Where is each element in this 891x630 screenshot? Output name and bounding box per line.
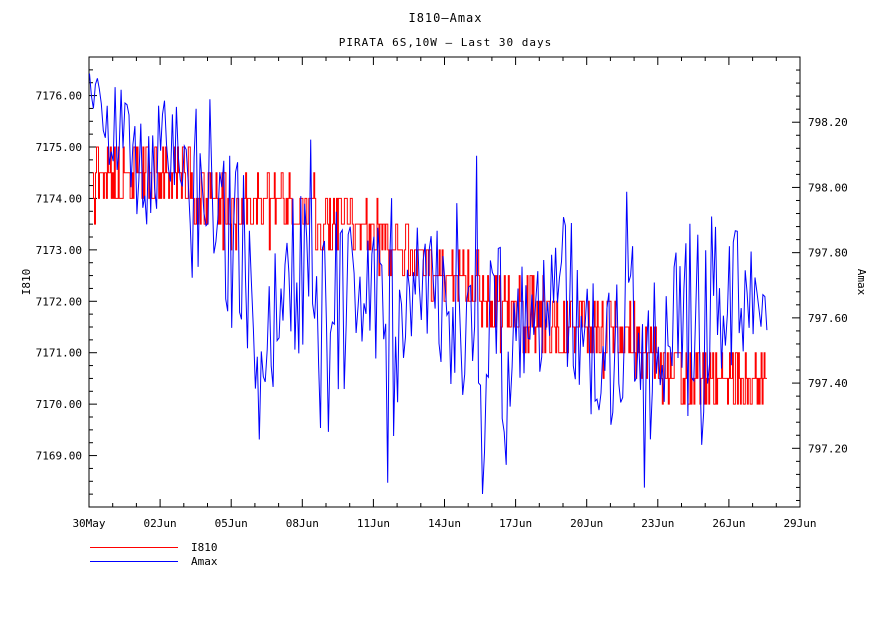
- generated-plot-elements: 30May 02Jun 05Jun 08Jun 11Jun 14Jun 17Jun 20Jun…: [36, 56, 848, 530]
- left-tick-label: 7173.00: [36, 244, 82, 257]
- series-amax: [89, 73, 768, 495]
- x-tick-label: 02Jun: [144, 517, 177, 530]
- x-tick-label: 17Jun: [499, 517, 532, 530]
- left-tick-label: 7176.00: [36, 90, 82, 103]
- right-tick-label: 797.20: [808, 442, 848, 455]
- x-tick-label: 26Jun: [712, 517, 745, 530]
- legend: I810 Amax: [90, 540, 218, 568]
- legend-item-amax: Amax: [90, 554, 218, 568]
- x-tick-label: 05Jun: [215, 517, 248, 530]
- legend-item-i810: I810: [90, 540, 218, 554]
- left-axis-title: I810: [20, 269, 33, 296]
- chart-title: I810–Amax: [408, 11, 483, 25]
- left-tick-label: 7170.00: [36, 398, 82, 411]
- x-tick-label: 08Jun: [286, 517, 319, 530]
- x-tick-label: 11Jun: [357, 517, 390, 530]
- x-tick-label: 14Jun: [428, 517, 461, 530]
- legend-line-i810: [90, 546, 178, 548]
- chart-subtitle: PIRATA 6S,10W – Last 30 days: [338, 36, 553, 49]
- right-axis-title: Amax: [855, 269, 868, 296]
- left-tick-label: 7171.00: [36, 347, 82, 360]
- left-tick-label: 7174.00: [36, 192, 82, 205]
- left-tick-label: 7175.00: [36, 141, 82, 154]
- x-tick-label: 20Jun: [570, 517, 603, 530]
- left-tick-label: 7172.00: [36, 295, 82, 308]
- series-i810: [92, 146, 767, 405]
- right-tick-label: 797.60: [808, 312, 848, 325]
- right-tick-label: 798.20: [808, 116, 848, 129]
- right-tick-label: 797.40: [808, 377, 848, 390]
- legend-label-amax: Amax: [191, 554, 218, 568]
- x-tick-label: 29Jun: [783, 517, 816, 530]
- x-tick-label: 30May: [72, 517, 105, 530]
- left-tick-label: 7169.00: [36, 450, 82, 463]
- legend-line-amax: [90, 560, 178, 562]
- x-tick-label: 23Jun: [641, 517, 674, 530]
- right-tick-label: 797.80: [808, 247, 848, 260]
- legend-label-i810: I810: [191, 540, 218, 554]
- right-tick-label: 798.00: [808, 181, 848, 194]
